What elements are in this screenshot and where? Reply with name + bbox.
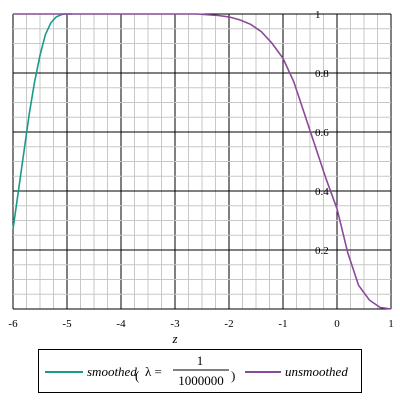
y-tick-label: 0.6: [315, 127, 329, 139]
y-tick-labels: 0.2 0.4 0.6 0.8 1: [315, 9, 329, 257]
y-tick-label: 0.2: [315, 245, 329, 257]
series-group: [12, 13, 392, 310]
x-axis-label: z: [171, 331, 177, 346]
legend: smoothed ( λ = 1 1000000 ) unsmoothed: [38, 349, 362, 393]
legend-label-unsmoothed: unsmoothed: [285, 364, 348, 379]
legend-paren-open: (: [135, 368, 139, 383]
series-line-unsmoothed: [13, 13, 392, 310]
x-tick-label: 0: [334, 318, 340, 330]
legend-label-smoothed: smoothed: [87, 364, 137, 379]
x-tick-label: -3: [170, 318, 180, 330]
y-tick-label: 1: [315, 9, 321, 21]
y-tick-label: 0.8: [315, 68, 329, 80]
x-tick-label: 1: [388, 318, 394, 330]
legend-lambda: λ =: [145, 364, 162, 379]
x-tick-labels: -6 -5 -4 -3 -2 -1 0 1: [8, 318, 393, 330]
y-tick-label: 0.4: [315, 186, 329, 198]
legend-paren-close: ): [231, 368, 235, 383]
legend-fraction-numerator: 1: [197, 353, 204, 368]
x-tick-label: -1: [278, 318, 287, 330]
grid: [12, 13, 392, 310]
x-tick-label: -4: [116, 318, 126, 330]
x-tick-label: -2: [224, 318, 233, 330]
legend-fraction-denominator: 1000000: [178, 373, 224, 388]
x-tick-label: -6: [8, 318, 18, 330]
series-line-smoothed: [12, 13, 73, 230]
legend-svg: smoothed ( λ = 1 1000000 ) unsmoothed: [45, 353, 348, 388]
x-tick-label: -5: [62, 318, 72, 330]
